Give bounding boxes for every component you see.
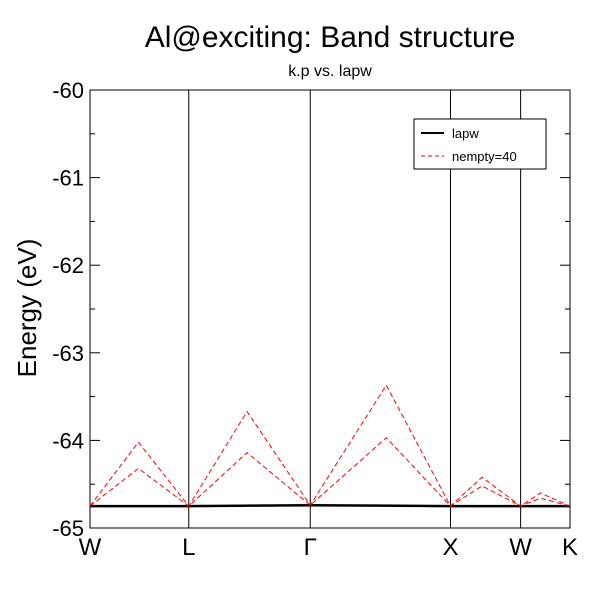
x-tick-label-0: W xyxy=(79,534,102,561)
chart-subtitle: k.p vs. lapw xyxy=(288,63,372,80)
x-tick-label-2: Γ xyxy=(304,534,317,561)
y-tick-label: -62 xyxy=(52,253,84,278)
y-tick-label: -65 xyxy=(52,516,84,541)
legend-label-nempty: nempty=40 xyxy=(452,149,517,164)
y-tick-label: -64 xyxy=(52,428,84,453)
series-nempty-band-1 xyxy=(89,437,571,507)
series-nempty-band-0 xyxy=(89,384,571,507)
x-tick-label-4: W xyxy=(509,534,532,561)
chart-title: Al@exciting: Band structure xyxy=(145,21,516,54)
x-tick-label-5: K xyxy=(562,534,578,561)
x-tick-label-1: L xyxy=(182,534,195,561)
y-tick-label: -60 xyxy=(52,78,84,103)
series-lapw-line xyxy=(90,503,570,508)
x-tick-label-3: X xyxy=(442,534,458,561)
y-tick-label: -61 xyxy=(52,166,84,191)
legend-box xyxy=(413,118,547,170)
plot-area: -65 -64 -63 -62 -61 -60 W L Γ X W K xyxy=(52,78,578,561)
y-axis-label: Energy (eV) xyxy=(12,239,42,378)
y-tick-label: -63 xyxy=(52,341,84,366)
legend-label-lapw: lapw xyxy=(452,126,479,141)
legend: lapw nempty=40 xyxy=(413,118,547,170)
